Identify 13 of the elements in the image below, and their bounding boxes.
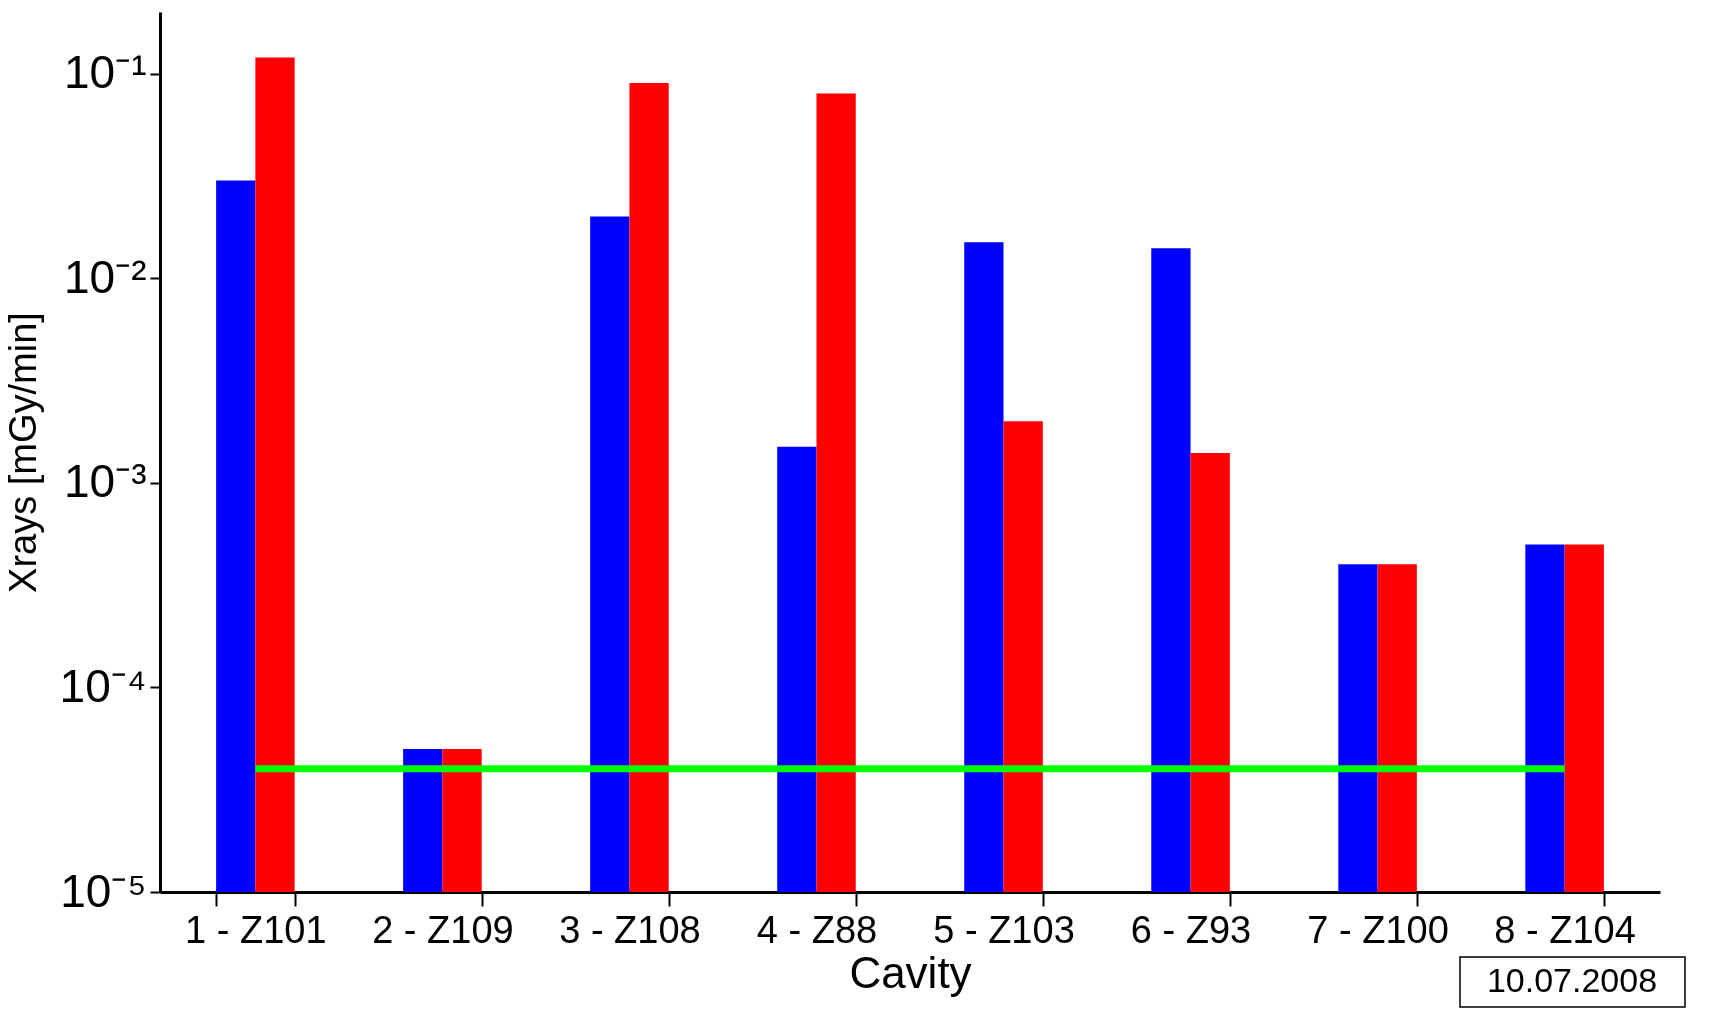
y-tick-label: 10⁻⁵ <box>60 864 147 917</box>
x-tick-label: 2 - Z109 <box>372 908 514 951</box>
y-tick-label: 10⁻⁴ <box>59 659 147 712</box>
y-tick-label: 10⁻² <box>64 250 147 303</box>
y-tick-label: 10⁻¹ <box>64 46 147 99</box>
x-tick-label: 3 - Z108 <box>559 908 701 951</box>
x-tick-label: 7 - Z100 <box>1307 908 1449 951</box>
x-tick-label: 6 - Z93 <box>1130 908 1252 951</box>
x-tick-label: 1 - Z101 <box>185 908 327 951</box>
x-tick-label: 8 - Z104 <box>1494 908 1636 951</box>
y-tick-label: 10⁻³ <box>64 455 147 508</box>
text: 10.07.2008 <box>1486 961 1658 999</box>
y-axis-title: Xrays [mGy/min] <box>1 312 44 593</box>
